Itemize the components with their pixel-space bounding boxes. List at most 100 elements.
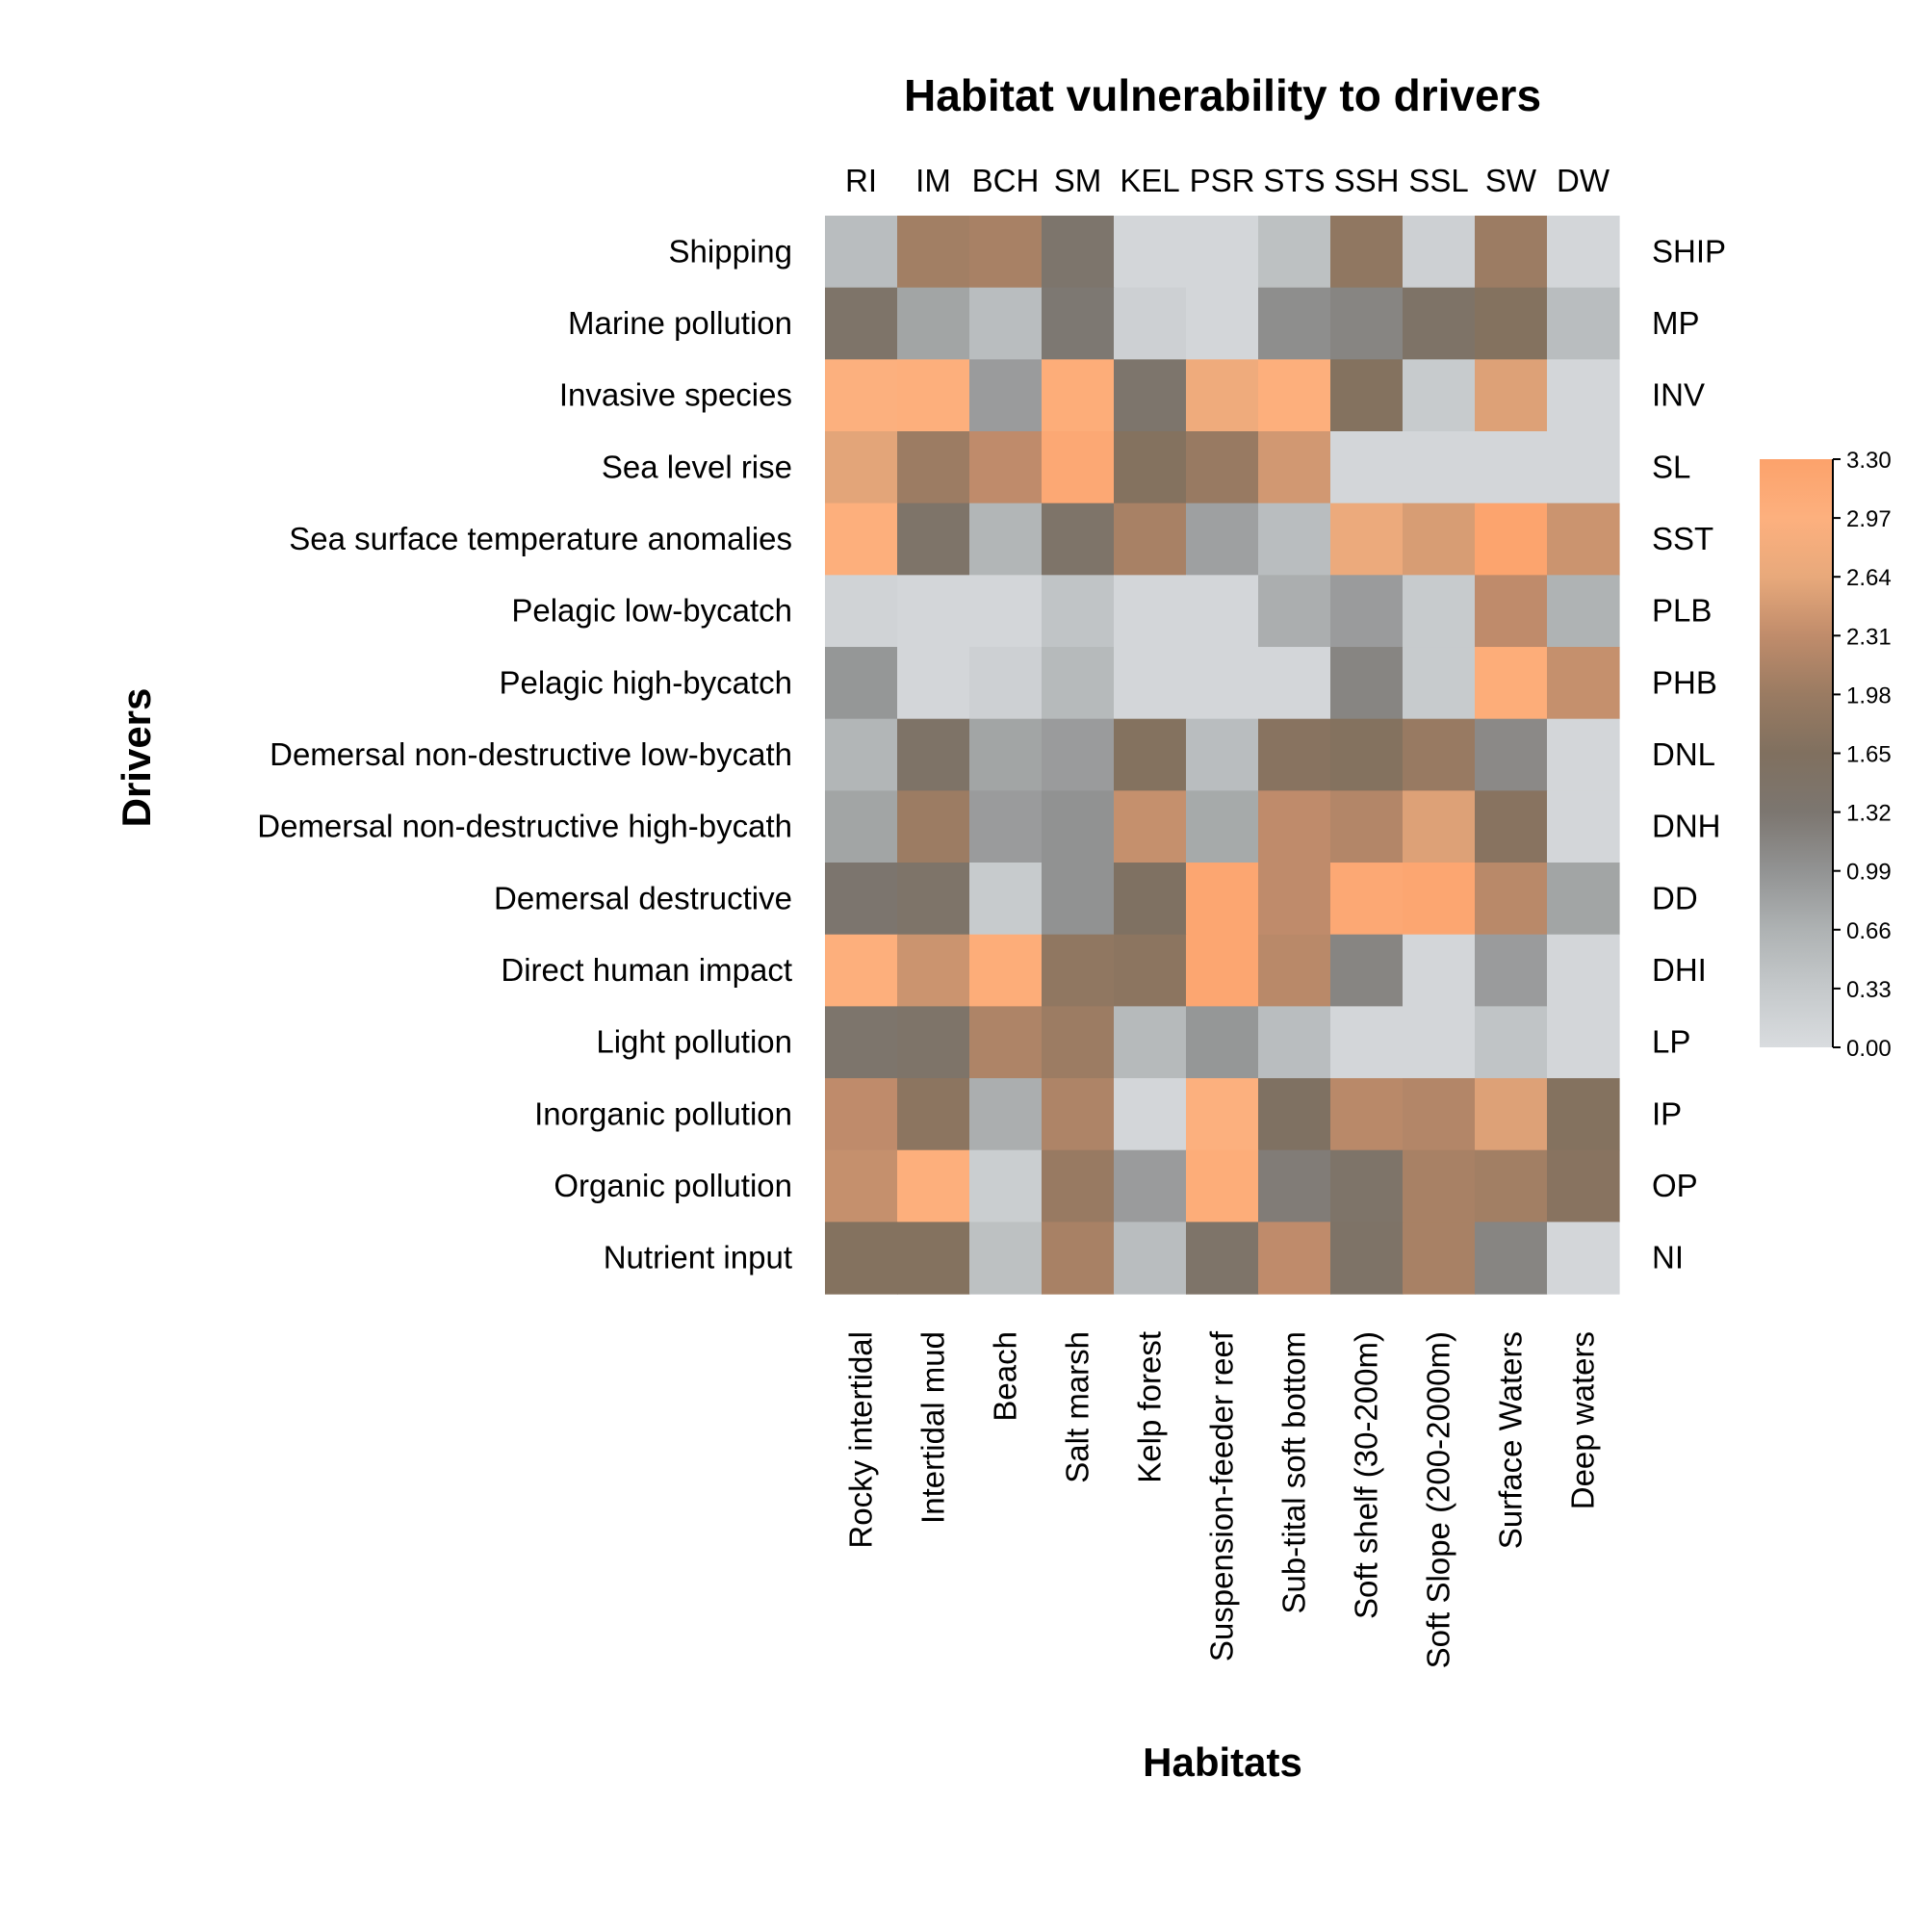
heatmap-cell [1186, 287, 1259, 360]
heatmap-cell [1042, 1006, 1115, 1079]
colorbar-tick-label: 0.66 [1846, 918, 1892, 944]
heatmap-cell [1042, 934, 1115, 1007]
heatmap-cell [825, 359, 898, 432]
column-code-labels: RI IM BCH SM KEL PSR STS SSH SSL SW DW [845, 163, 1610, 198]
heatmap-cell [1475, 287, 1548, 360]
heatmap-cell [1258, 502, 1331, 576]
heatmap-cell [1475, 1078, 1548, 1151]
heatmap-cell [1403, 1222, 1476, 1295]
heatmap-cell [1258, 790, 1331, 863]
heatmap-cell [825, 934, 898, 1007]
heatmap-cell [969, 575, 1043, 648]
heatmap-cell [1114, 1222, 1187, 1295]
column-code-label: BCH [972, 163, 1040, 198]
heatmap-cell [1186, 718, 1259, 791]
heatmap-cell [1403, 287, 1476, 360]
heatmap-cell [1186, 359, 1259, 432]
heatmap-cell [1186, 1149, 1259, 1223]
heatmap-cell [1114, 502, 1187, 576]
heatmap-cell [825, 216, 898, 289]
heatmap-cell [1475, 1149, 1548, 1223]
column-code-label: SM [1054, 163, 1102, 198]
heatmap-cell [825, 287, 898, 360]
heatmap-cell [1114, 1078, 1187, 1151]
row-code-labels: SHIP MP INV SL SST PLB PHB DNL DNH DD DHI LP IP OP NI [1652, 233, 1726, 1275]
column-name-label: Kelp forest [1132, 1331, 1168, 1483]
heatmap-cell [897, 790, 970, 863]
heatmap-cell [1330, 1006, 1404, 1079]
heatmap-cell [1403, 934, 1476, 1007]
heatmap-cell [1042, 1149, 1115, 1223]
heatmap-cell [1186, 647, 1259, 720]
heatmap-cell [1042, 502, 1115, 576]
column-code-label: SW [1485, 163, 1537, 198]
heatmap-cell [1475, 934, 1548, 1007]
heatmap-cell [1330, 647, 1404, 720]
heatmap-cell [1114, 287, 1187, 360]
heatmap-cell [1403, 1006, 1476, 1079]
heatmap-cell [1186, 934, 1259, 1007]
heatmap-cell [1330, 718, 1404, 791]
heatmap-cell [1258, 216, 1331, 289]
heatmap-cell [1114, 216, 1187, 289]
chart-title: Habitat vulnerability to drivers [904, 70, 1541, 120]
heatmap-cell [897, 216, 970, 289]
heatmap-cell [897, 1149, 970, 1223]
heatmap-cell [1330, 216, 1404, 289]
heatmap-cell [1475, 863, 1548, 936]
heatmap-cell [897, 647, 970, 720]
heatmap-cell [1258, 575, 1331, 648]
heatmap-cell [969, 1006, 1043, 1079]
heatmap-cell [1475, 647, 1548, 720]
heatmap-cell [1403, 216, 1476, 289]
heatmap-cell [969, 647, 1043, 720]
heatmap-cell [897, 575, 970, 648]
heatmap-cell [1330, 1149, 1404, 1223]
heatmap-cell [1330, 502, 1404, 576]
heatmap-cell [897, 718, 970, 791]
heatmap-cell [1547, 718, 1620, 791]
heatmap-cell [1258, 1006, 1331, 1079]
heatmap-cell [1330, 863, 1404, 936]
heatmap-cell [969, 287, 1043, 360]
heatmap-cell [1403, 1149, 1476, 1223]
heatmap-cell [969, 1078, 1043, 1151]
row-name-label: Demersal non-destructive low-bycath [270, 736, 792, 772]
row-name-label: Marine pollution [568, 305, 792, 341]
column-name-label: Intertidal mud [915, 1331, 951, 1524]
heatmap-cell [1403, 431, 1476, 504]
heatmap-cell [1547, 863, 1620, 936]
y-axis-title: Drivers [114, 688, 159, 828]
heatmap-cell [1186, 216, 1259, 289]
heatmap-cell [825, 863, 898, 936]
heatmap-cell [825, 1222, 898, 1295]
column-code-label: IM [915, 163, 951, 198]
heatmap-cell [1330, 1078, 1404, 1151]
heatmap-cell [1547, 934, 1620, 1007]
row-name-label: Pelagic high-bycatch [499, 664, 792, 700]
heatmap-cell [825, 790, 898, 863]
heatmap-cell [1114, 790, 1187, 863]
heatmap-cell [1547, 502, 1620, 576]
column-name-label: Surface Waters [1493, 1331, 1529, 1549]
colorbar: 0.00 0.33 0.66 0.99 1.32 1.65 1.98 2.31 2.64 2.97… [1760, 448, 1892, 1062]
heatmap-cell [825, 647, 898, 720]
x-axis-title: Habitats [1143, 1739, 1302, 1785]
heatmap-cell [1330, 359, 1404, 432]
row-code-label: DD [1652, 880, 1698, 915]
column-code-label: DW [1557, 163, 1610, 198]
heatmap-cell [1114, 863, 1187, 936]
column-code-label: SSH [1334, 163, 1400, 198]
heatmap-cell [1403, 502, 1476, 576]
row-code-label: IP [1652, 1095, 1682, 1131]
heatmap-cell [969, 502, 1043, 576]
heatmap-cell [1403, 359, 1476, 432]
row-code-label: PLB [1652, 593, 1712, 629]
row-name-label: Pelagic low-bycatch [511, 593, 792, 629]
heatmap-cell [1403, 647, 1476, 720]
heatmap-cell [825, 1078, 898, 1151]
colorbar-gradient [1760, 459, 1833, 1047]
heatmap-cell [1258, 287, 1331, 360]
column-code-label: KEL [1120, 163, 1179, 198]
